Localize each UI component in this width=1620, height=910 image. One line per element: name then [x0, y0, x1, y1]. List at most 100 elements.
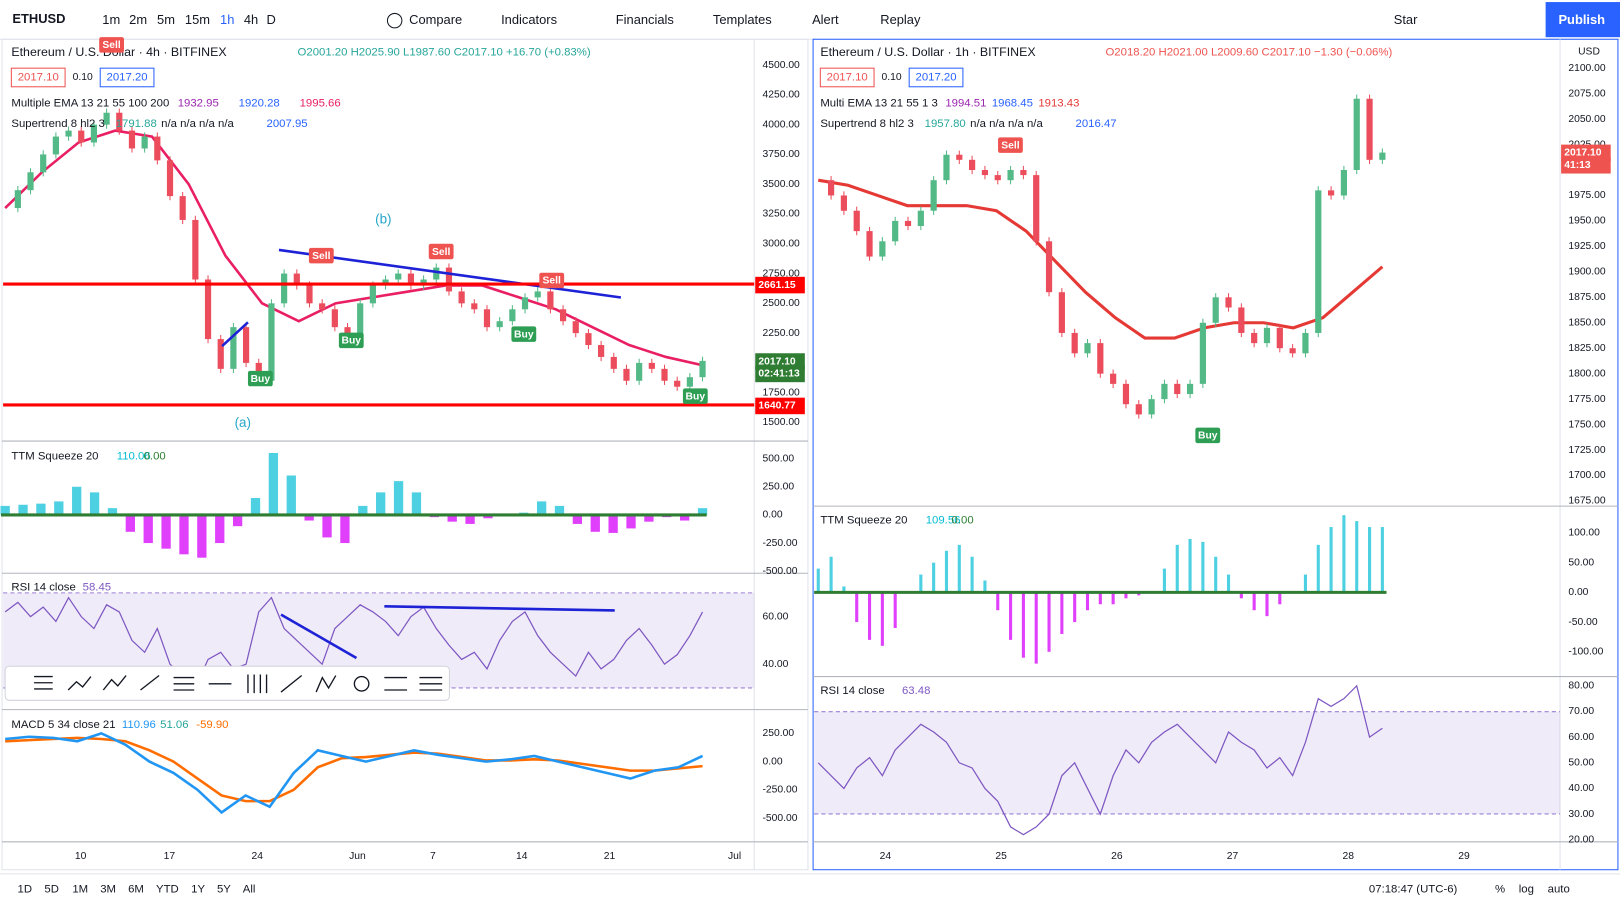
histogram-bar [107, 508, 118, 515]
study-value: 1932.95 [178, 97, 219, 109]
log-toggle[interactable]: log [1519, 883, 1534, 895]
templates-button[interactable]: Templates [713, 12, 772, 27]
candle [471, 303, 478, 310]
signal-tag [1195, 427, 1221, 444]
study-name: RSI 14 close [11, 582, 75, 594]
financials-button[interactable]: Financials [616, 12, 674, 27]
range-button[interactable]: YTD [156, 883, 179, 895]
candle [407, 273, 415, 286]
candle [969, 159, 976, 171]
tool-icon[interactable] [102, 675, 127, 691]
interval[interactable]: 1m [102, 12, 120, 27]
tool-icon[interactable] [384, 676, 408, 691]
range-button[interactable]: 1Y [191, 883, 205, 895]
interval[interactable]: 15m [185, 12, 210, 27]
histogram-bar [483, 514, 493, 519]
histogram-bar [1060, 592, 1064, 634]
signal-tag [682, 388, 708, 404]
range-button[interactable]: 6M [128, 883, 144, 895]
tool-icon[interactable] [280, 675, 303, 693]
range-button[interactable]: 3M [100, 883, 116, 895]
histogram-bar [143, 514, 153, 544]
drawings [221, 248, 622, 660]
signal-label: Buy [686, 391, 706, 402]
histogram-bar [376, 492, 386, 515]
candle [344, 327, 351, 334]
histogram-bar [72, 486, 82, 515]
tool-icon[interactable] [34, 675, 53, 690]
candle [1097, 343, 1104, 374]
histogram-bar [626, 514, 636, 529]
interval[interactable]: 1h [220, 12, 234, 27]
candle [242, 327, 250, 363]
percent-toggle[interactable]: % [1495, 883, 1505, 895]
publish-bg[interactable] [1545, 2, 1620, 38]
alert-button[interactable]: Alert [812, 12, 839, 27]
compare-button[interactable]: Compare [409, 12, 462, 27]
tool-icon[interactable] [315, 675, 337, 693]
range-button[interactable]: 5D [44, 883, 59, 895]
study-value: 2007.95 [267, 118, 308, 130]
ask[interactable]: 2017.20 [107, 71, 148, 83]
histogram-bar [89, 492, 100, 515]
range-button[interactable]: All [243, 883, 256, 895]
interval[interactable]: 4h [244, 12, 258, 27]
histogram-bar [1201, 541, 1205, 593]
interval[interactable]: D [267, 12, 276, 27]
histogram-bar [1265, 592, 1269, 617]
ask-box[interactable] [99, 67, 155, 88]
star-button[interactable]: Star [1394, 12, 1418, 27]
price-tick-label: 3500.00 [762, 179, 800, 190]
study-value: 1994.51 [945, 97, 986, 109]
symbol[interactable]: ETHUSD [12, 11, 65, 26]
bid[interactable]: 2017.10 [18, 71, 59, 83]
candle [458, 291, 465, 304]
study-name: TTM Squeeze 20 [820, 515, 907, 527]
tool-icon[interactable] [247, 674, 268, 694]
left-legend: Ethereum / U.S. Dollar · 4h · BITFINEX O… [10, 45, 591, 731]
interval[interactable]: 2m [129, 12, 147, 27]
tool-icon[interactable] [140, 674, 160, 691]
tool-icon[interactable] [67, 676, 92, 691]
replay-button[interactable]: Replay [880, 12, 921, 27]
bid-box[interactable] [819, 67, 875, 88]
histogram-bar [393, 481, 404, 515]
range-button[interactable]: 1M [72, 883, 88, 895]
histogram-bar [18, 504, 28, 515]
tool-icon[interactable] [353, 675, 370, 692]
signal-tag [539, 272, 565, 289]
publish-button[interactable]: Publish [1558, 12, 1605, 27]
histogram-bar [957, 544, 961, 593]
ask-box[interactable] [908, 67, 964, 88]
bid-box[interactable] [10, 67, 66, 88]
histogram-bar [340, 514, 350, 544]
tool-icon[interactable] [173, 676, 195, 691]
ask[interactable]: 2017.20 [916, 71, 957, 83]
bid[interactable]: 2017.10 [827, 71, 868, 83]
price-tick-label: 0.00 [762, 510, 782, 521]
candle [141, 136, 148, 149]
time-label: 17 [164, 851, 176, 862]
histogram-bar [465, 514, 475, 524]
indicators-button[interactable]: Indicators [501, 12, 557, 27]
right-frame [812, 38, 1619, 871]
time-label: 28 [1343, 851, 1355, 862]
histogram-bar [829, 556, 833, 593]
candle [534, 291, 541, 298]
candle [395, 273, 402, 280]
tool-icon[interactable] [419, 676, 443, 691]
price-tick-label: 40.00 [1568, 783, 1594, 794]
histogram-bar [816, 568, 820, 593]
candle [1340, 170, 1348, 196]
range-button[interactable]: 5Y [217, 883, 231, 895]
histogram-bar [232, 514, 243, 527]
ohlc: O2018.20 H2021.00 L2009.60 C2017.10 −1.3… [1105, 47, 1392, 59]
interval[interactable]: 5m [157, 12, 175, 27]
trend-line [280, 613, 358, 660]
range-button[interactable]: 1D [18, 883, 33, 895]
histogram-bar [250, 498, 261, 515]
auto-toggle[interactable]: auto [1548, 883, 1570, 895]
price-tick-label: 4500.00 [762, 60, 800, 71]
candle [331, 309, 338, 328]
candle [892, 220, 899, 242]
